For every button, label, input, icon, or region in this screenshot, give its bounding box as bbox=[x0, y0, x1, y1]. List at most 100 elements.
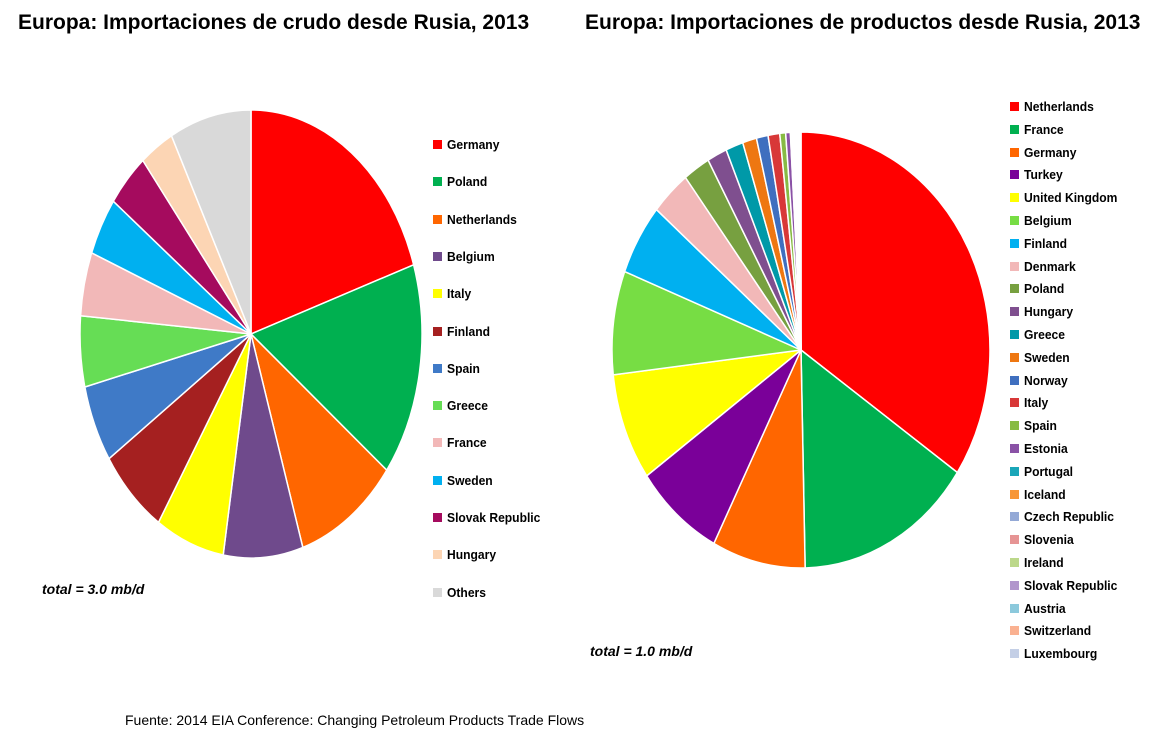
legend-swatch bbox=[1010, 147, 1019, 157]
legend-swatch bbox=[433, 363, 442, 373]
legend-label: Greece bbox=[447, 398, 489, 414]
legend-label: Luxembourg bbox=[1024, 646, 1098, 662]
legend-label: Germany bbox=[1024, 144, 1077, 160]
total-label-products: total = 1.0 mb/d bbox=[590, 643, 693, 659]
legend-label: Greece bbox=[1024, 327, 1066, 342]
pie-slice-poland bbox=[250, 264, 423, 471]
legend-item-austria: Austria bbox=[1010, 601, 1069, 616]
legend-swatch bbox=[433, 475, 442, 485]
legend-label: Turkey bbox=[1024, 167, 1063, 183]
legend-label: Netherlands bbox=[1024, 99, 1094, 114]
legend-label: Ireland bbox=[1024, 555, 1064, 570]
legend-label: France bbox=[447, 435, 487, 451]
legend-item-estonia: Estonia bbox=[1010, 441, 1071, 456]
legend-item-finland: Finland bbox=[433, 324, 493, 339]
legend-label: Poland bbox=[1024, 281, 1065, 297]
legend-item-france: France bbox=[1010, 122, 1067, 137]
chart-title-crude: Europa: Importaciones de crudo desde Rus… bbox=[18, 11, 530, 34]
legend-swatch bbox=[1010, 284, 1019, 294]
legend-label: Belgium bbox=[447, 248, 495, 264]
legend-label: Poland bbox=[447, 174, 488, 190]
legend-item-italy: Italy bbox=[433, 286, 473, 301]
legend-item-sweden: Sweden bbox=[433, 473, 496, 488]
pie-slice-others bbox=[170, 109, 252, 335]
legend-item-netherlands: Netherlands bbox=[433, 212, 522, 227]
legend-swatch bbox=[433, 587, 442, 597]
legend-label: Finland bbox=[1024, 235, 1067, 251]
legend-label: Switzerland bbox=[1024, 623, 1092, 639]
pie-slice-luxembourg bbox=[799, 131, 802, 351]
legend-swatch bbox=[1010, 649, 1019, 659]
legend-label: Germany bbox=[447, 137, 500, 152]
legend-item-slovenia: Slovenia bbox=[1010, 532, 1077, 547]
legend-item-luxembourg: Luxembourg bbox=[1010, 646, 1103, 661]
legend-swatch bbox=[1010, 489, 1019, 499]
legend-item-greece: Greece bbox=[1010, 327, 1068, 342]
legend-item-hungary: Hungary bbox=[433, 547, 500, 562]
legend-item-netherlands: Netherlands bbox=[1010, 99, 1099, 114]
legend-swatch bbox=[1010, 375, 1019, 385]
legend-item-slovak-republic: Slovak Republic bbox=[1010, 578, 1124, 593]
legend-swatch bbox=[1010, 580, 1019, 590]
legend-item-iceland: Iceland bbox=[1010, 487, 1069, 502]
legend-label: Hungary bbox=[447, 547, 497, 563]
legend-swatch bbox=[433, 140, 442, 149]
legend-item-hungary: Hungary bbox=[1010, 304, 1077, 319]
legend-swatch bbox=[1010, 193, 1019, 203]
legend-swatch bbox=[1010, 102, 1019, 111]
legend-item-turkey: Turkey bbox=[1010, 167, 1066, 182]
legend-label: Hungary bbox=[1024, 304, 1074, 320]
legend-swatch bbox=[433, 513, 442, 522]
legend-label: Slovak Republic bbox=[447, 510, 541, 525]
legend-swatch bbox=[433, 550, 442, 560]
legend-item-france: France bbox=[433, 435, 490, 450]
pie-slice-germany bbox=[713, 349, 806, 569]
legend-label: Others bbox=[447, 584, 486, 600]
legend-label: Italy bbox=[1024, 395, 1049, 411]
legend-item-belgium: Belgium bbox=[433, 249, 498, 264]
pie-slice-netherlands bbox=[250, 333, 388, 549]
legend-label: Italy bbox=[447, 286, 472, 302]
chart-title-products: Europa: Importaciones de productos desde… bbox=[585, 11, 1141, 34]
legend-item-czech-republic: Czech Republic bbox=[1010, 509, 1121, 524]
legend-item-finland: Finland bbox=[1010, 236, 1070, 251]
pie-slice-united-kingdom bbox=[612, 349, 802, 477]
pie-chart-crude bbox=[79, 109, 423, 559]
legend-label: Sweden bbox=[1024, 349, 1070, 365]
legend-swatch bbox=[1010, 603, 1019, 613]
legend-swatch bbox=[433, 177, 442, 187]
legend-item-denmark: Denmark bbox=[1010, 259, 1080, 274]
legend-label: Austria bbox=[1024, 600, 1066, 616]
legend-label: Spain bbox=[1024, 418, 1057, 434]
legend-swatch bbox=[1010, 124, 1019, 134]
legend-item-poland: Poland bbox=[1010, 281, 1067, 296]
legend-label: Slovenia bbox=[1024, 532, 1074, 548]
legend-swatch bbox=[1010, 535, 1019, 545]
legend-item-norway: Norway bbox=[1010, 373, 1071, 388]
pie-slice-belgium bbox=[222, 333, 304, 559]
legend-item-slovak-republic: Slovak Republic bbox=[433, 510, 547, 525]
legend-swatch bbox=[433, 289, 442, 299]
source-note: Fuente: 2014 EIA Conference: Changing Pe… bbox=[125, 712, 585, 728]
pie-slice-belgium bbox=[611, 270, 802, 376]
legend-label: Iceland bbox=[1024, 486, 1066, 502]
legend-label: Norway bbox=[1024, 372, 1068, 388]
legend-label: Spain bbox=[447, 360, 480, 376]
legend-label: Slovak Republic bbox=[1024, 577, 1118, 593]
legend-item-portugal: Portugal bbox=[1010, 464, 1077, 479]
legend-item-ireland: Ireland bbox=[1010, 555, 1067, 570]
legend-label: Denmark bbox=[1024, 258, 1076, 274]
legend-swatch bbox=[1010, 398, 1019, 408]
legend-swatch bbox=[1010, 238, 1019, 248]
pie-chart-products bbox=[611, 131, 991, 569]
legend-label: France bbox=[1024, 121, 1064, 137]
legend-label: Finland bbox=[447, 323, 490, 339]
legend-swatch bbox=[1010, 421, 1019, 431]
legend-label: Netherlands bbox=[447, 211, 517, 227]
legend-swatch bbox=[1010, 626, 1019, 636]
legend-item-united-kingdom: United Kingdom bbox=[1010, 190, 1124, 205]
legend-label: Sweden bbox=[447, 472, 493, 488]
pie-slice-france bbox=[800, 349, 959, 569]
legend-swatch bbox=[433, 251, 442, 261]
legend-swatch bbox=[1010, 558, 1019, 567]
